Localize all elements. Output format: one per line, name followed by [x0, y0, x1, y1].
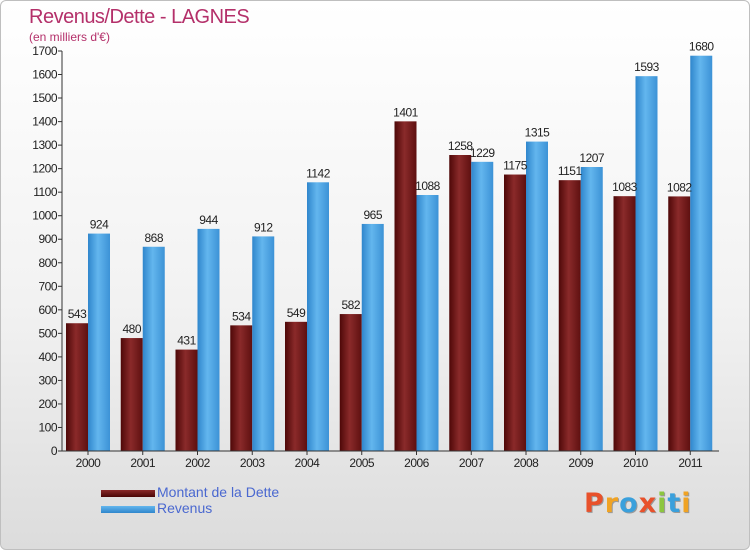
bar-revenue — [88, 233, 110, 451]
bar-debt — [66, 323, 88, 451]
chart-title: Revenus/Dette - LAGNES — [29, 6, 250, 28]
x-tick-label: 2008 — [514, 456, 540, 470]
data-label-debt: 1258 — [448, 139, 474, 153]
bar-revenue — [690, 55, 713, 452]
bar-debt — [120, 338, 143, 451]
data-label-revenue: 944 — [199, 213, 218, 227]
x-tick-label: 2009 — [568, 456, 594, 470]
y-tick-label: 1600 — [32, 68, 58, 82]
bar-revenue — [142, 246, 165, 451]
bar-debt — [504, 174, 526, 451]
y-tick-label: 200 — [38, 397, 57, 411]
bar-revenue — [416, 195, 439, 451]
y-tick-label: 1400 — [32, 115, 58, 129]
bar-debt — [339, 314, 362, 451]
bar-revenue — [197, 228, 220, 451]
y-tick-label: 1700 — [32, 44, 58, 58]
legend-swatch-debt — [101, 490, 155, 497]
x-tick-label: 2000 — [76, 456, 102, 470]
data-label-debt: 431 — [177, 334, 196, 348]
data-label-revenue: 1680 — [689, 40, 715, 54]
data-label-debt: 1083 — [612, 180, 638, 194]
y-tick-label: 100 — [38, 420, 57, 434]
bar-debt — [449, 155, 472, 451]
y-tick-label: 1200 — [32, 162, 58, 176]
legend-label-revenue: Revenus — [157, 500, 213, 516]
bar-revenue — [526, 141, 548, 451]
data-label-debt: 1401 — [393, 105, 419, 119]
bar-debt — [558, 180, 581, 452]
y-tick-label: 1300 — [32, 138, 58, 152]
chart-subtitle: (en milliers d'€) — [29, 30, 110, 44]
data-label-revenue: 1315 — [525, 126, 551, 140]
bar-revenue — [307, 182, 329, 451]
y-tick-label: 800 — [38, 256, 57, 270]
data-label-debt: 582 — [341, 298, 360, 312]
data-label-debt: 480 — [122, 322, 141, 336]
data-label-revenue: 1207 — [579, 151, 605, 165]
data-label-revenue: 868 — [144, 231, 163, 245]
bar-debt — [230, 325, 253, 451]
legend-swatch-revenue — [101, 506, 155, 513]
bar-debt — [285, 321, 307, 451]
bar-revenue — [252, 236, 275, 451]
y-tick-label: 1500 — [32, 91, 58, 105]
y-tick-label: 1100 — [33, 185, 58, 199]
data-label-debt: 1151 — [558, 164, 583, 178]
data-label-debt: 1082 — [667, 180, 693, 194]
data-label-revenue: 1593 — [634, 60, 660, 74]
x-tick-label: 2002 — [185, 456, 211, 470]
y-tick-label: 0 — [51, 444, 58, 458]
x-tick-label: 2007 — [459, 456, 485, 470]
y-tick-label: 600 — [38, 303, 57, 317]
proxiti-logo: Proxiti — [584, 488, 692, 519]
bar-revenue — [471, 161, 494, 451]
data-label-revenue: 924 — [90, 218, 109, 232]
x-tick-label: 2011 — [678, 456, 703, 470]
y-tick-label: 300 — [38, 373, 57, 387]
y-tick-label: 900 — [38, 232, 57, 246]
x-tick-label: 2003 — [240, 456, 266, 470]
x-tick-label: 2005 — [349, 456, 375, 470]
data-label-debt: 1175 — [503, 159, 528, 173]
x-tick-label: 2001 — [130, 456, 156, 470]
data-label-revenue: 1142 — [306, 166, 331, 180]
legend-label-debt: Montant de la Dette — [157, 484, 280, 500]
x-tick-label: 2010 — [623, 456, 649, 470]
y-tick-label: 500 — [38, 326, 57, 340]
x-tick-label: 2004 — [295, 456, 321, 470]
y-tick-label: 400 — [38, 350, 57, 364]
bar-debt — [613, 196, 636, 451]
data-label-revenue: 912 — [254, 220, 273, 234]
x-tick-label: 2006 — [404, 456, 430, 470]
data-label-revenue: 965 — [363, 208, 382, 222]
data-label-revenue: 1229 — [470, 146, 496, 160]
data-label-debt: 543 — [68, 307, 87, 321]
bar-revenue — [580, 167, 603, 451]
data-label-debt: 549 — [287, 306, 306, 320]
bar-debt — [394, 121, 417, 452]
bar-revenue — [635, 76, 658, 452]
data-label-revenue: 1088 — [415, 179, 441, 193]
bar-debt — [668, 196, 691, 451]
bar-revenue — [361, 223, 384, 451]
y-tick-label: 1000 — [32, 209, 58, 223]
y-tick-label: 700 — [38, 279, 57, 293]
data-label-debt: 534 — [232, 309, 251, 323]
bar-debt — [175, 349, 198, 451]
